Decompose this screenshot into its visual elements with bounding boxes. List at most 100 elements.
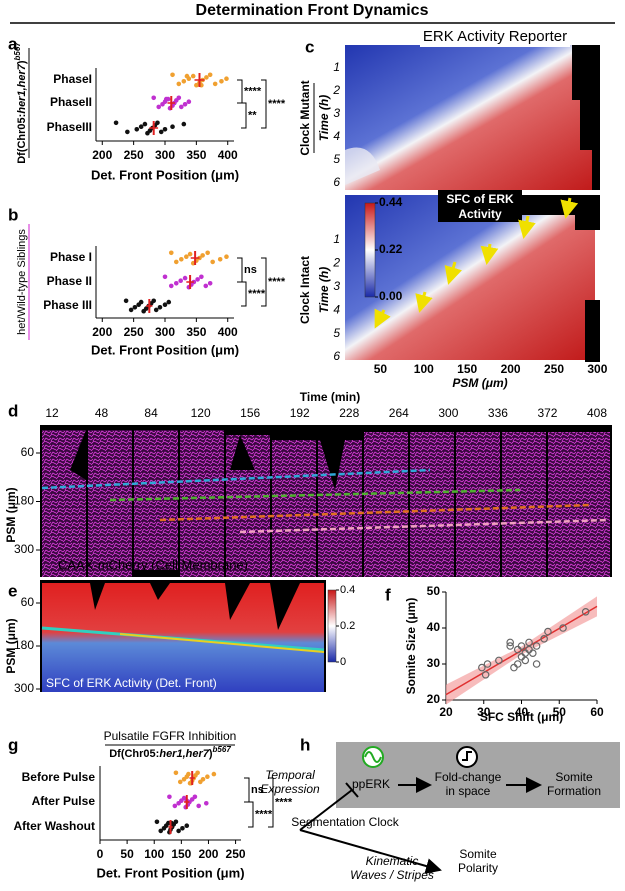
y-tick-label: 300	[14, 681, 34, 695]
x-tick-label: 200	[501, 362, 521, 376]
data-point	[532, 660, 541, 668]
image-caption: SFC of ERK Activity (Det. Front)	[46, 676, 217, 690]
y-axis-label: Somite Size (μm)	[404, 598, 418, 695]
x-axis-label: PSM (μm)	[452, 376, 507, 390]
y-axis-label: PSM (μm)	[4, 618, 18, 673]
significance-label: ****	[268, 276, 286, 288]
data-dot	[168, 283, 174, 289]
data-dot	[176, 81, 182, 87]
significance-bracket	[268, 777, 274, 828]
data-dot	[166, 820, 171, 826]
erk-images	[40, 580, 337, 692]
significance-label: ****	[244, 85, 262, 97]
data-dot	[170, 124, 175, 129]
x-tick-label: 250	[124, 325, 144, 339]
data-dot	[224, 254, 229, 259]
significance-bracket	[237, 79, 243, 104]
x-axis-label: SFC Shift (μm)	[480, 710, 563, 724]
y-tick-label: 50	[427, 584, 441, 598]
category-label: PhaseII	[50, 95, 92, 109]
row-label: Clock Intact	[298, 256, 312, 324]
panel-label: f	[385, 585, 391, 604]
diagram-text: Segmentation Clock	[291, 815, 399, 829]
data-point	[510, 663, 518, 672]
data-dot	[179, 104, 184, 110]
data-point	[521, 656, 530, 665]
data-dot	[181, 121, 187, 127]
y-tick-label: 4	[333, 129, 340, 143]
x-tick-label: 200	[92, 325, 112, 339]
data-dot	[173, 259, 179, 265]
data-point	[483, 660, 492, 668]
data-dot	[172, 803, 178, 809]
x-tick-label: 20	[439, 705, 453, 719]
axis-title: Time (min)	[300, 390, 360, 404]
y-tick-label: 4	[333, 302, 340, 316]
time-label: 336	[488, 406, 508, 420]
significance-label: ns	[251, 784, 264, 796]
diagram-text: Polarity	[458, 861, 498, 875]
data-dot	[194, 82, 199, 88]
time-label: 192	[290, 406, 310, 420]
significance-bracket	[241, 281, 247, 307]
data-dot	[156, 104, 162, 110]
x-tick-label: 300	[155, 325, 175, 339]
data-dot	[182, 275, 188, 281]
x-tick-label: 50	[553, 705, 567, 719]
significance-bracket	[261, 257, 267, 307]
time-label: 156	[240, 406, 260, 420]
data-dot	[163, 96, 169, 102]
label-part: her1,her7	[159, 748, 209, 760]
image-caption: CAAX-mCherry (Cell Membrane)	[58, 557, 248, 572]
data-dot	[138, 124, 144, 129]
data-dot	[176, 828, 181, 834]
y-tick-label: 300	[14, 542, 34, 556]
category-label: After Pulse	[32, 794, 96, 808]
category-label: PhaseIII	[47, 120, 92, 134]
data-dot	[167, 794, 172, 800]
y-tick-label: 1	[333, 232, 340, 246]
axis-label: Time (h)	[317, 267, 331, 313]
data-point	[581, 607, 590, 616]
data-dot	[142, 121, 148, 127]
data-dot	[195, 277, 200, 282]
category-label: After Washout	[13, 819, 95, 833]
data-dot	[186, 771, 191, 777]
data-dot	[158, 129, 164, 135]
colorbar-label: 0.4	[340, 584, 355, 596]
x-tick-label: 50	[120, 847, 134, 861]
y-tick-label: 180	[14, 638, 34, 652]
y-tick-label: 30	[427, 656, 441, 670]
x-tick-label: 400	[218, 148, 238, 162]
x-tick-label: 250	[226, 847, 246, 861]
diagram-text: Formation	[547, 784, 601, 798]
data-dot	[200, 777, 206, 782]
significance-label: ****	[248, 288, 266, 300]
data-point	[529, 649, 537, 658]
colorbar-label: 0.44	[379, 195, 403, 209]
x-tick-label: 400	[218, 325, 238, 339]
data-dot	[153, 307, 159, 313]
significance-bracket	[248, 801, 254, 828]
y-tick-label: 40	[427, 620, 441, 634]
data-point	[506, 642, 514, 650]
y-tick-label: 3	[333, 106, 340, 120]
data-dot	[177, 779, 183, 785]
label-part: her1,her7	[16, 63, 28, 113]
data-dot	[207, 72, 213, 78]
x-tick-label: 350	[186, 148, 206, 162]
significance-label: ****	[268, 98, 286, 110]
category-label: Phase II	[47, 274, 92, 288]
category-label: Phase III	[43, 298, 92, 312]
data-dot	[176, 95, 182, 101]
data-dot	[207, 281, 213, 286]
axis-label: Df(Chr05:her1,her7)b567	[13, 42, 28, 164]
y-tick-label: 60	[21, 445, 35, 459]
data-dot	[204, 75, 209, 80]
data-dot	[211, 771, 217, 777]
colorbar-label: 0.22	[379, 242, 403, 256]
significance-label: **	[248, 109, 257, 121]
x-tick-label: 300	[155, 148, 175, 162]
data-point	[513, 660, 522, 668]
diagram-text: Fold-change	[435, 770, 502, 784]
